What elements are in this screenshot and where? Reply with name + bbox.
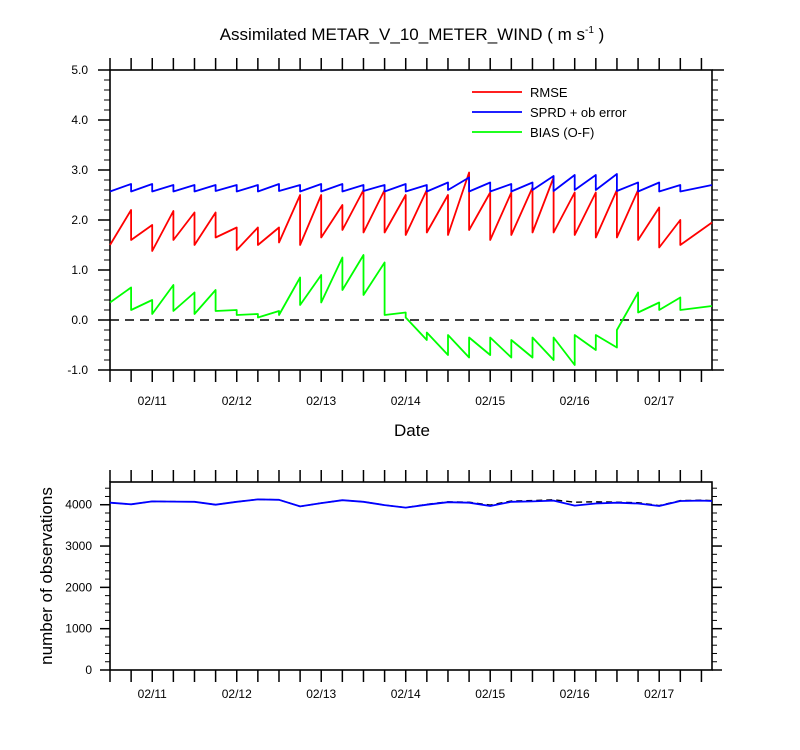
x-tick-label: 02/16 bbox=[560, 687, 590, 701]
y-tick-label: -1.0 bbox=[67, 363, 88, 377]
x-tick-label: 02/14 bbox=[391, 687, 421, 701]
x-tick-label: 02/15 bbox=[475, 687, 505, 701]
x-tick-label: 02/13 bbox=[306, 394, 336, 408]
y-tick-label: 0 bbox=[85, 663, 92, 677]
x-tick-label: 02/13 bbox=[306, 687, 336, 701]
x-tick-label: 02/14 bbox=[391, 394, 421, 408]
y-tick-label: 1.0 bbox=[71, 263, 88, 277]
y-tick-label: 0.0 bbox=[71, 313, 88, 327]
y-tick-label: 2.0 bbox=[71, 213, 88, 227]
x-tick-label: 02/17 bbox=[644, 394, 674, 408]
series-line-bias-o-f bbox=[109, 254, 713, 366]
x-tick-label: 02/17 bbox=[644, 687, 674, 701]
y-axis-label-observations: number of observations bbox=[37, 487, 56, 665]
y-tick-label: 4.0 bbox=[71, 113, 88, 127]
legend-label: BIAS (O-F) bbox=[530, 125, 594, 140]
legend-label: RMSE bbox=[530, 85, 568, 100]
x-tick-label: 02/16 bbox=[560, 394, 590, 408]
series-line-sprd-ob-error bbox=[109, 173, 713, 193]
y-tick-label: 1000 bbox=[65, 622, 92, 636]
x-axis-label: Date bbox=[394, 421, 430, 440]
observations-plot: 4000 3000 2000 1000 0 02/11 02/12 02/13 02/14 02… bbox=[37, 470, 722, 701]
x-tick-label: 02/11 bbox=[138, 394, 167, 408]
series-line-rmse bbox=[109, 171, 713, 252]
bottom-plot-frame bbox=[109, 481, 713, 671]
y-tick-label: 2000 bbox=[65, 580, 92, 594]
y-tick-label: 5.0 bbox=[71, 63, 88, 77]
y-tick-label: 3000 bbox=[65, 539, 92, 553]
x-tick-label: 02/11 bbox=[138, 687, 167, 701]
y-tick-label: 3.0 bbox=[71, 163, 88, 177]
y-tick-label: 4000 bbox=[65, 498, 92, 512]
legend-label: SPRD + ob error bbox=[530, 105, 627, 120]
x-tick-label: 02/12 bbox=[222, 394, 252, 408]
observations-used-line bbox=[109, 498, 713, 509]
x-tick-label: 02/15 bbox=[475, 394, 505, 408]
legend: RMSE SPRD + ob error BIAS (O-F) bbox=[472, 85, 627, 140]
error-stats-plot: 5.0 4.0 3.0 2.0 1.0 0.0 -1.0 02/11 02/12 02/13 02… bbox=[67, 58, 724, 440]
chart-title: Assimilated METAR_V_10_METER_WIND ( m s-… bbox=[220, 25, 605, 44]
x-tick-label: 02/12 bbox=[222, 687, 252, 701]
